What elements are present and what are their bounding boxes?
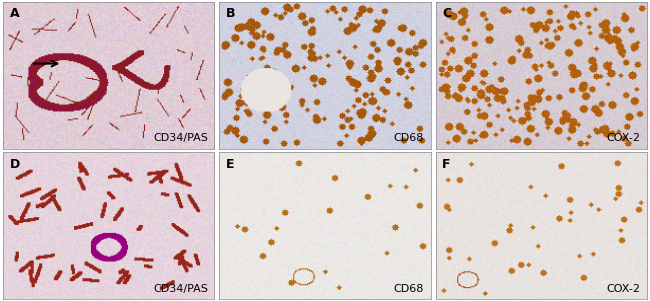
Text: B: B: [226, 8, 235, 20]
Text: E: E: [226, 158, 234, 171]
Text: CD68: CD68: [394, 284, 424, 293]
Text: C: C: [442, 8, 451, 20]
Text: CD34/PAS: CD34/PAS: [153, 133, 208, 143]
Text: A: A: [10, 8, 20, 20]
Text: COX-2: COX-2: [606, 284, 640, 293]
Text: CD34/PAS: CD34/PAS: [153, 284, 208, 293]
Text: F: F: [442, 158, 450, 171]
Text: COX-2: COX-2: [606, 133, 640, 143]
Text: D: D: [10, 158, 20, 171]
Text: CD68: CD68: [394, 133, 424, 143]
